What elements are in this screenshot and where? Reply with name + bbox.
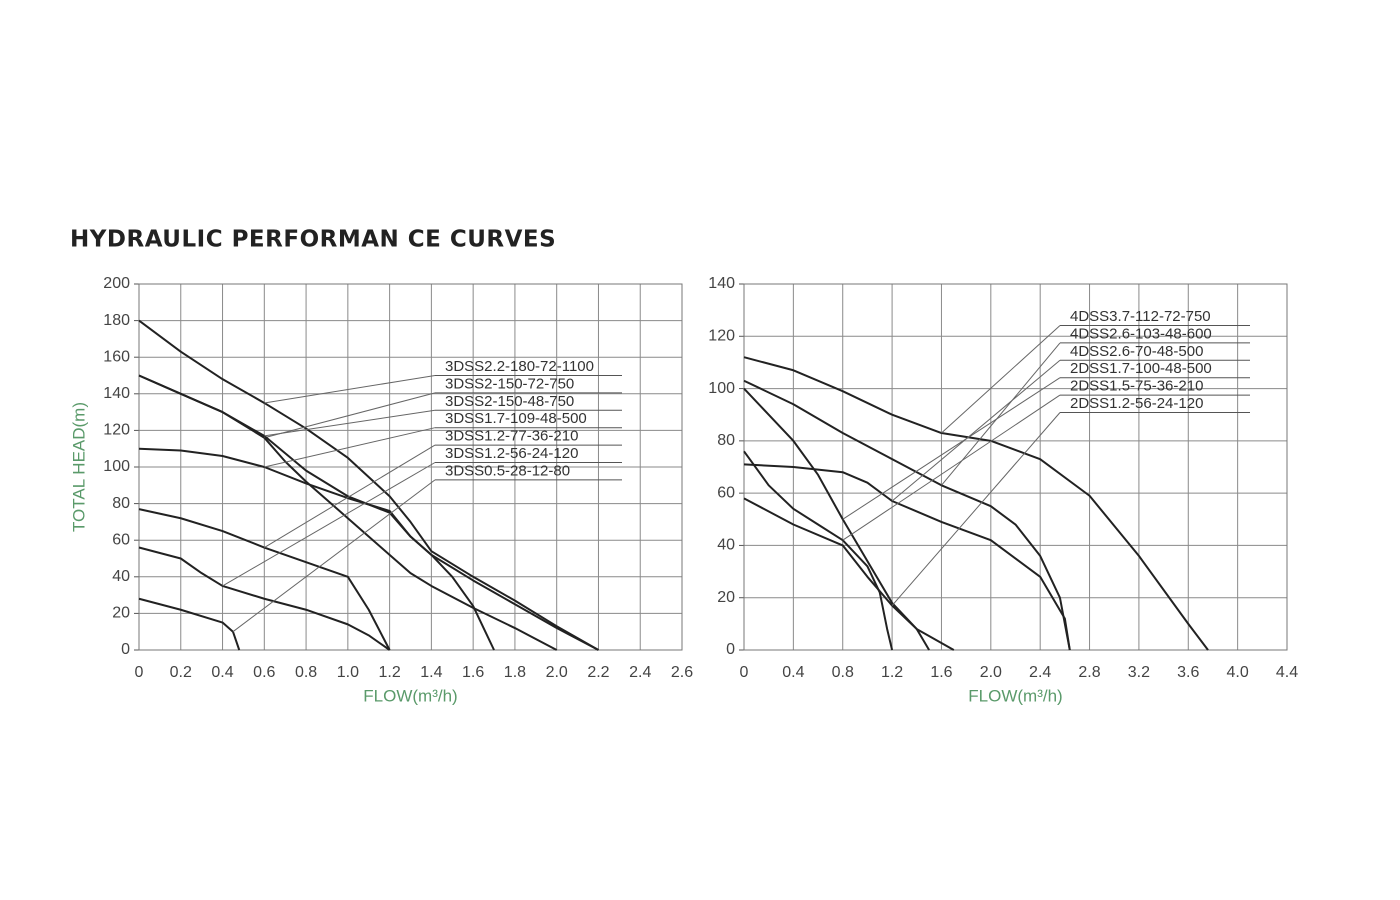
legend-label: 3DSS2.2-180-72-1100 [445,358,594,375]
x-tick-label: 2.4 [629,664,651,681]
leader-line [264,375,436,404]
y-tick-label: 40 [717,537,735,554]
x-tick-label: 0.8 [832,664,854,681]
curve [138,374,495,651]
x-tick-label: 3.6 [1177,664,1199,681]
y-tick-label: 100 [103,458,130,475]
x-tick-label: 0.2 [170,664,192,681]
y-tick-label: 20 [717,589,735,606]
y-tick-label: 100 [708,380,735,397]
y-tick-label: 60 [717,484,735,501]
leader-line [891,412,1061,606]
plot-frame [743,283,1288,651]
x-tick-label: 2.8 [1078,664,1100,681]
x-tick-label: 1.4 [420,664,442,681]
x-tick-label: 0.4 [211,664,233,681]
y-axis-label: TOTAL HEAD(m) [69,402,88,532]
page-title: HYDRAULIC PERFORMAN CE CURVES [70,227,556,253]
legend-label: 3DSS1.2-77-36-210 [445,428,578,445]
legend-label: 3DSS0.5-28-12-80 [445,462,570,479]
leader-line [842,394,1061,541]
legend-label: 3DSS1.7-109-48-500 [445,410,587,427]
x-tick-label: 0 [135,664,144,681]
y-tick-label: 40 [112,568,130,585]
x-tick-label: 1.8 [504,664,526,681]
plot-frame [138,283,683,651]
x-tick-label: 0 [740,664,749,681]
x-tick-label: 2.0 [546,664,568,681]
curve [743,463,1071,651]
x-tick-label: 1.6 [930,664,952,681]
x-tick-label: 1.0 [337,664,359,681]
leader-line [264,392,436,439]
y-tick-label: 60 [112,531,130,548]
leader-line [264,427,436,468]
y-tick-label: 140 [103,385,130,402]
legend-label: 4DSS3.7-112-72-750 [1070,308,1211,325]
x-tick-label: 4.0 [1227,664,1249,681]
curve [743,497,955,651]
x-tick-label: 0.6 [253,664,275,681]
x-tick-label: 2.2 [587,664,609,681]
legend-label: 4DSS2.6-103-48-600 [1070,325,1212,342]
y-tick-label: 120 [708,328,735,345]
leader-line [264,409,436,437]
x-tick-label: 2.6 [671,664,693,681]
curve [138,597,241,651]
leader-line [891,359,1061,502]
x-axis-label: FLOW(m³/h) [363,686,457,705]
x-tick-label: 2.4 [1029,664,1051,681]
curve [138,319,599,651]
leader-line [222,462,436,587]
y-tick-label: 0 [121,641,130,658]
x-axis-label: FLOW(m³/h) [968,686,1062,705]
x-tick-label: 1.2 [378,664,400,681]
y-tick-label: 200 [103,275,130,292]
leader-line [941,342,1061,486]
curve [743,450,894,651]
leader-line [264,444,436,548]
curve [138,508,391,651]
y-tick-label: 20 [112,605,130,622]
x-tick-label: 1.6 [462,664,484,681]
legend-label: 2DSS1.7-100-48-500 [1070,360,1212,377]
leader-line [941,325,1061,434]
curve [743,387,930,651]
x-tick-label: 2.0 [980,664,1002,681]
curve [743,379,1071,651]
leader-line [842,377,1061,520]
legend-label: 3DSS2-150-72-750 [445,375,574,392]
y-tick-label: 180 [103,312,130,329]
x-tick-label: 3.2 [1128,664,1150,681]
y-tick-label: 160 [103,348,130,365]
y-tick-label: 140 [708,275,735,292]
legend-label: 4DSS2.6-70-48-500 [1070,343,1203,360]
x-tick-label: 0.8 [295,664,317,681]
legend-label: 3DSS2-150-48-750 [445,393,574,410]
y-tick-label: 80 [112,495,130,512]
y-tick-label: 120 [103,422,130,439]
y-tick-label: 80 [717,432,735,449]
leader-line [232,479,436,633]
legend-label: 2DSS1.2-56-24-120 [1070,395,1203,412]
legend-label: 3DSS1.2-56-24-120 [445,445,578,462]
y-tick-label: 0 [726,641,735,658]
x-tick-label: 0.4 [782,664,804,681]
x-tick-label: 1.2 [881,664,903,681]
legend-label: 2DSS1.5-75-36-210 [1070,378,1203,395]
curve [138,546,391,651]
x-tick-label: 4.4 [1276,664,1298,681]
curve [138,447,599,651]
